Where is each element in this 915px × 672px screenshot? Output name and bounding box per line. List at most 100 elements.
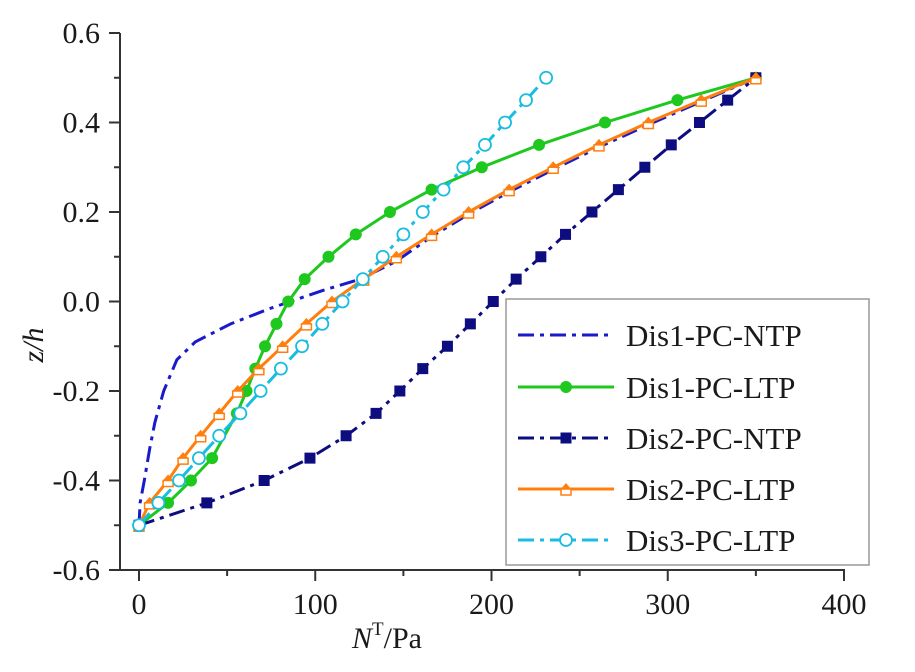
data-point [151, 495, 166, 510]
data-point [464, 318, 476, 330]
data-point [194, 429, 207, 443]
x-axis-label-main: N [351, 622, 374, 655]
series-layer [132, 70, 762, 533]
data-point [665, 139, 677, 151]
data-point [355, 272, 370, 287]
series-dis1-pc-ntp [137, 76, 757, 526]
data-point [273, 361, 288, 376]
legend-marker [560, 483, 572, 496]
data-point [335, 294, 350, 309]
x-axis-label-unit: /Pa [384, 622, 422, 655]
legend-items: Dis1-PC-NTP Dis1-PC-LTP Dis2-PC-NTP Dis2-PC… [518, 318, 802, 558]
data-point [192, 451, 206, 466]
data-point [259, 340, 272, 353]
data-point [172, 473, 186, 488]
legend-label: Dis1-PC-LTP [626, 370, 795, 405]
data-point [396, 227, 411, 242]
data-point [586, 206, 598, 218]
y-tick-label: 0.6 [63, 17, 101, 50]
data-point [298, 273, 311, 286]
data-point [282, 295, 295, 308]
series-line [138, 76, 757, 527]
y-tick-label: 0.2 [63, 196, 101, 229]
y-tick-label: -0.6 [53, 554, 101, 587]
legend-label: Dis2-PC-LTP [626, 472, 795, 507]
x-tick-label: 100 [293, 588, 338, 621]
data-point [394, 385, 406, 397]
legend-label: Dis3-PC-LTP [626, 523, 795, 558]
data-point [535, 251, 547, 263]
legend-item: Dis2-PC-LTP [518, 472, 795, 507]
y-tick-label: -0.4 [53, 465, 101, 498]
data-point [370, 407, 382, 419]
series-dis2-pc-ntp [133, 72, 762, 531]
legend-marker [560, 432, 572, 444]
data-point [722, 94, 734, 106]
legend-item: Dis1-PC-NTP [518, 318, 802, 353]
series-dis3-pc-ltp [132, 70, 554, 533]
data-point [599, 116, 612, 129]
data-point [375, 249, 390, 264]
data-point [295, 339, 309, 354]
data-point [547, 161, 560, 174]
data-point [487, 296, 499, 307]
y-tick-label: 0.4 [63, 107, 101, 140]
data-point [425, 228, 438, 242]
data-point [749, 71, 762, 85]
series-dis2-pc-ltp [133, 71, 762, 532]
data-point [212, 428, 227, 443]
data-point [642, 116, 655, 130]
data-point [436, 182, 451, 197]
legend-item: Dis1-PC-LTP [518, 370, 795, 405]
data-point [671, 94, 684, 107]
data-point [206, 452, 219, 465]
data-point [417, 363, 429, 375]
data-point [201, 497, 213, 509]
x-tick-label: 200 [469, 588, 514, 621]
legend-item: Dis2-PC-NTP [518, 421, 802, 456]
data-point [213, 407, 226, 421]
data-point [441, 340, 453, 352]
data-point [519, 93, 533, 108]
data-point [503, 183, 516, 197]
data-point [132, 518, 146, 533]
y-tick-label: 0.0 [63, 286, 101, 319]
data-point [593, 138, 606, 152]
data-point [456, 160, 471, 175]
data-point [322, 250, 335, 263]
data-point [533, 138, 546, 151]
data-point [315, 316, 330, 331]
legend-marker [559, 533, 573, 547]
data-point [304, 452, 316, 464]
y-tick-label: -0.2 [53, 375, 101, 408]
data-point [270, 317, 283, 330]
data-point [510, 273, 522, 285]
data-point [177, 452, 190, 465]
data-point [253, 384, 268, 398]
data-point [639, 161, 651, 173]
data-point [231, 385, 244, 398]
legend-marker [560, 381, 572, 393]
y-axis-label: z/h [17, 327, 50, 363]
y-ticks: -0.6 -0.4 -0.2 0.0 0.2 0.4 0.6 [53, 17, 120, 587]
data-point [498, 115, 512, 130]
data-point [383, 206, 396, 218]
data-point [349, 228, 362, 241]
axes: -0.6 -0.4 -0.2 0.0 0.2 0.4 0.6 0 100 200 300 400 [53, 17, 867, 621]
legend: Dis1-PC-NTP Dis1-PC-LTP Dis2-PC-NTP Dis2-PC… [505, 298, 870, 566]
data-point [258, 475, 270, 486]
legend-label: Dis2-PC-NTP [626, 421, 802, 456]
data-point [300, 317, 313, 331]
x-axis-label: NT/Pa [351, 619, 422, 655]
series-line [137, 76, 757, 526]
data-point [539, 70, 554, 85]
legend-item: Dis3-PC-LTP [518, 523, 795, 558]
data-point [390, 250, 403, 264]
x-tick-label: 300 [645, 588, 690, 621]
x-axis-label-superscript: T [372, 619, 384, 640]
data-point [252, 362, 265, 376]
x-tick-label: 400 [822, 588, 867, 621]
legend-label: Dis1-PC-NTP [626, 318, 802, 353]
data-point [462, 206, 475, 219]
data-point [560, 228, 572, 240]
